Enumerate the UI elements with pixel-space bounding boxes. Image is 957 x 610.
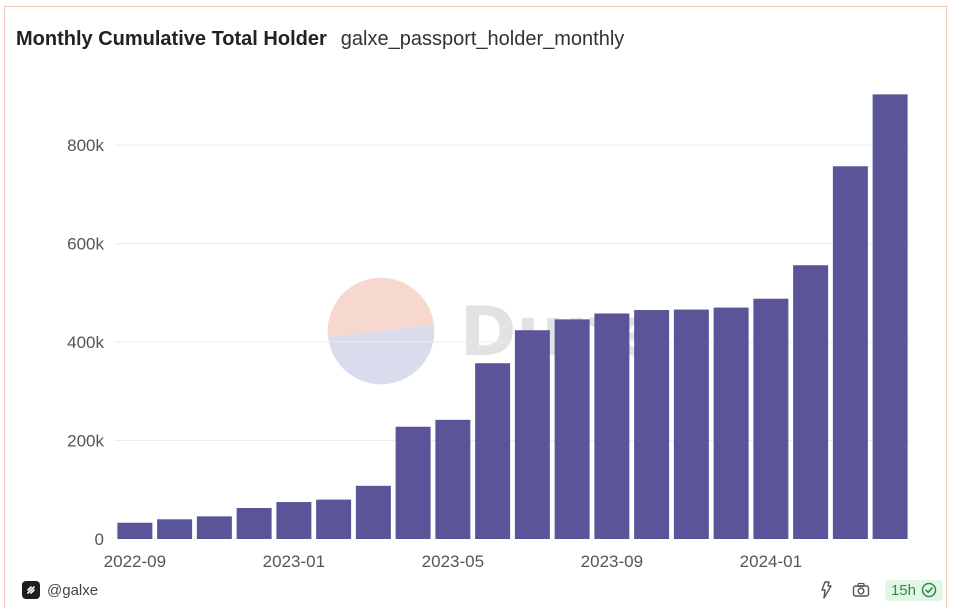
- check-circle-icon: [921, 582, 937, 598]
- query-name[interactable]: galxe_passport_holder_monthly: [340, 27, 625, 50]
- bar-2022-12[interactable]: [236, 507, 272, 539]
- bar-2024-03[interactable]: [832, 166, 868, 539]
- x-tick-label: 2024-01: [740, 552, 802, 571]
- x-tick-label: 2023-09: [581, 552, 643, 571]
- refresh-age: 15h: [890, 581, 916, 599]
- chart-title: Monthly Cumulative Total Holder: [16, 27, 327, 50]
- galxe-logo-icon: [22, 581, 40, 599]
- bar-2022-10[interactable]: [157, 519, 193, 539]
- account-handle: @galxe: [47, 581, 99, 599]
- x-tick-label: 2023-05: [422, 552, 484, 571]
- bar-2023-01[interactable]: [276, 502, 312, 539]
- y-tick-label: 200k: [67, 432, 104, 451]
- footer-actions: 15h: [817, 578, 943, 602]
- bar-2023-11[interactable]: [673, 309, 709, 539]
- x-tick-label: 2023-01: [263, 552, 325, 571]
- watermark-logo-bottom: [328, 325, 435, 385]
- bar-2023-02[interactable]: [316, 499, 352, 539]
- y-tick-label: 800k: [67, 136, 104, 155]
- y-tick-label: 0: [95, 530, 104, 549]
- refresh-icon[interactable]: [817, 580, 837, 600]
- chart-header: Monthly Cumulative Total Holder galxe_pa…: [16, 24, 624, 54]
- bar-2024-02[interactable]: [793, 265, 829, 539]
- bar-2024-04[interactable]: [872, 94, 908, 540]
- bar-2023-03[interactable]: [355, 485, 391, 539]
- bar-2024-01[interactable]: [753, 298, 789, 539]
- y-axis: 0 200k 400k 600k 800k: [67, 136, 104, 549]
- x-tick-label: 2022-09: [104, 552, 166, 571]
- bar-2023-06[interactable]: [475, 363, 511, 539]
- x-axis: 2022-09 2023-01 2023-05 2023-09 2024-01: [104, 552, 802, 571]
- watermark-logo-top: [327, 277, 434, 337]
- bar-2023-05[interactable]: [435, 419, 471, 539]
- y-tick-label: 400k: [67, 333, 104, 352]
- bar-2023-04[interactable]: [395, 426, 431, 539]
- footer-account[interactable]: @galxe: [22, 580, 98, 600]
- camera-icon[interactable]: [851, 580, 871, 600]
- bar-series: [117, 94, 908, 540]
- bar-2023-08[interactable]: [554, 319, 590, 539]
- bar-2022-09[interactable]: [117, 522, 153, 539]
- chart-card: [4, 6, 947, 608]
- bar-2023-09[interactable]: [594, 313, 630, 539]
- y-tick-label: 600k: [67, 235, 104, 254]
- bar-2023-10[interactable]: [634, 310, 670, 539]
- bar-2023-07[interactable]: [514, 330, 550, 539]
- bar-2022-11[interactable]: [196, 516, 232, 539]
- bar-2023-12[interactable]: [713, 307, 749, 539]
- refresh-status-badge[interactable]: 15h: [884, 579, 943, 601]
